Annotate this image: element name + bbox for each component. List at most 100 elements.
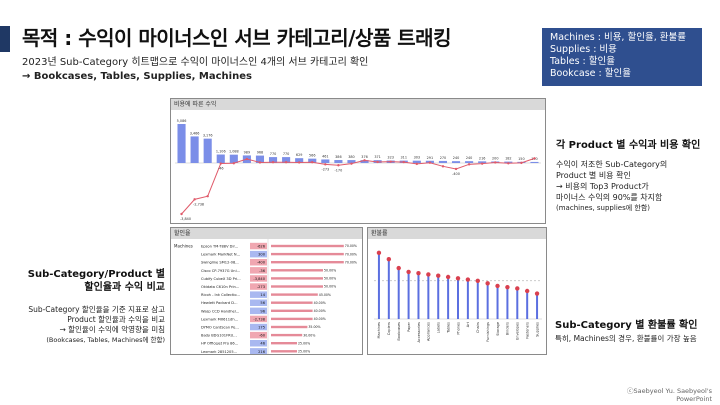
product-name: Cisco CP-7937G Uni...: [201, 269, 240, 273]
profit-point: [494, 161, 497, 164]
refund-dot: [416, 270, 421, 276]
bar-label: 182: [505, 157, 511, 161]
bar-label: 989: [244, 150, 250, 154]
category-label: Machines: [377, 322, 381, 339]
discount-bar: [271, 269, 323, 272]
profit-point: [297, 161, 301, 164]
profit-point: [219, 162, 222, 165]
title-bar: 목적 : 수익이 마이너스인 서브 카테고리/상품 트래킹: [0, 22, 520, 56]
top-note-line: Product 별 비용 확인: [556, 171, 631, 180]
cost-bar: [255, 155, 265, 163]
cost-bar: [177, 124, 186, 163]
profit-point: [193, 198, 196, 201]
product-name: Wasp CCD Handhel...: [201, 309, 239, 313]
profit-point: [480, 162, 484, 165]
cost-bar: [216, 154, 225, 163]
discount-label: 40.00%: [314, 301, 326, 305]
discount-label: 70.00%: [345, 252, 357, 256]
cost-bar: [530, 161, 539, 163]
top-note-line: → 비용의 Top3 Product가: [556, 182, 649, 191]
profit-cell: [250, 242, 267, 250]
profit-value: 175: [258, 326, 265, 330]
discount-bar: [271, 325, 308, 329]
profit-point: [324, 163, 327, 166]
profit-value: 46: [260, 342, 265, 346]
profit-cell: [250, 331, 267, 339]
cost-bar: [412, 160, 421, 163]
profit-point: [428, 161, 432, 164]
discount-label: 50.00%: [324, 285, 336, 289]
title-accent: [0, 26, 10, 52]
legend-line: Supplies : 비용: [550, 44, 617, 55]
discount-table: Machines Epson TM-T88V Dir... -626 70.00% Le…: [174, 239, 357, 354]
bar-label: 150: [518, 157, 524, 161]
profit-cell: [250, 283, 267, 290]
subtitle-line-2: → Bookcases, Tables, Supplies, Machines: [22, 71, 252, 82]
profit-value: -2,738: [253, 317, 265, 321]
bar-label: 968: [257, 151, 263, 155]
left-note-line: Product 할인율과 수익을 비교: [67, 315, 165, 324]
profit-value: 96: [260, 309, 265, 313]
discount-bar: [271, 342, 297, 345]
discount-label: 25.00%: [298, 341, 310, 345]
cost-bar: [268, 157, 278, 163]
bar-label: 311: [401, 156, 407, 160]
profit-value: 216: [258, 350, 266, 354]
bar-label: 3,466: [190, 131, 200, 135]
refund-dot: [495, 283, 500, 289]
profit-point: [376, 160, 379, 164]
top-note: 각 Product 별 수익과 비용 확인 수익이 저조한 Sub-Catego…: [556, 140, 716, 214]
left-note-line: Sub-Category 할인율을 기준 지표로 삼고: [28, 305, 165, 314]
bar-label: 386: [335, 155, 341, 159]
cost-bar: [334, 160, 343, 163]
profit-point: [271, 161, 275, 164]
cost-bar: [347, 160, 356, 163]
product-name: Cubify CubeX 3D Pri...: [201, 277, 241, 281]
product-name: HP Officejet Pro 86...: [201, 342, 238, 346]
profit-value: 56: [260, 301, 265, 305]
refund-note-title: Sub-Category 별 환불률 확인: [555, 320, 698, 331]
category-label: Binders: [506, 322, 510, 335]
refund-dot: [465, 277, 471, 282]
cost-bar: [295, 158, 304, 163]
panel-header: 환불률: [368, 228, 546, 239]
category-label: Bookcases: [397, 322, 401, 341]
bar-label: 770: [283, 152, 289, 156]
discount-bar: [271, 309, 313, 312]
bar-label: 770: [270, 152, 276, 156]
bar-label: 1,106: [216, 150, 226, 154]
discount-bar: [271, 244, 344, 248]
refund-dot: [485, 281, 490, 286]
bar-label: 1,088: [229, 150, 239, 154]
discount-label: 70.00%: [345, 260, 357, 264]
profit-point: [389, 160, 392, 163]
profit-point: [245, 157, 249, 161]
refund-chart-panel: 환불률 Machines Copiers Bookcases Paper Accesso…: [367, 227, 547, 355]
panel-header: 비용에 따른 수익: [171, 99, 545, 110]
profit-label: -400: [452, 172, 460, 176]
product-name: Epson TM-T88V Dir...: [201, 245, 238, 249]
top-note-line: 수익이 저조한 Sub-Category의: [556, 160, 668, 169]
refund-dot: [505, 284, 510, 290]
product-name: Swingline SM12-08...: [201, 261, 239, 265]
discount-label: 40.00%: [314, 309, 326, 313]
bar-label: 5,086: [177, 119, 187, 123]
cost-bar: [360, 160, 369, 163]
discount-bar: [271, 277, 323, 280]
profit-point: [402, 160, 405, 164]
bar-label: 3,176: [203, 134, 213, 138]
profit-point: [363, 159, 366, 162]
product-name: Lexmark 2851205...: [201, 350, 237, 354]
bar-label: 270: [440, 156, 446, 160]
product-name: Ricoh - Ink Collectio...: [201, 293, 240, 297]
profit-point: [258, 161, 262, 164]
cost-bar: [190, 136, 199, 163]
product-name: Hewlett Packard D...: [201, 301, 237, 305]
profit-label: -46: [218, 167, 224, 171]
category-label: Furnishings: [486, 322, 490, 342]
top-note-title: 각 Product 별 수익과 비용 확인: [556, 140, 701, 151]
profit-value: -60: [259, 334, 266, 338]
refund-dot: [475, 278, 480, 284]
left-note-line: → 할인율이 수익에 악영향을 미침: [59, 325, 165, 334]
